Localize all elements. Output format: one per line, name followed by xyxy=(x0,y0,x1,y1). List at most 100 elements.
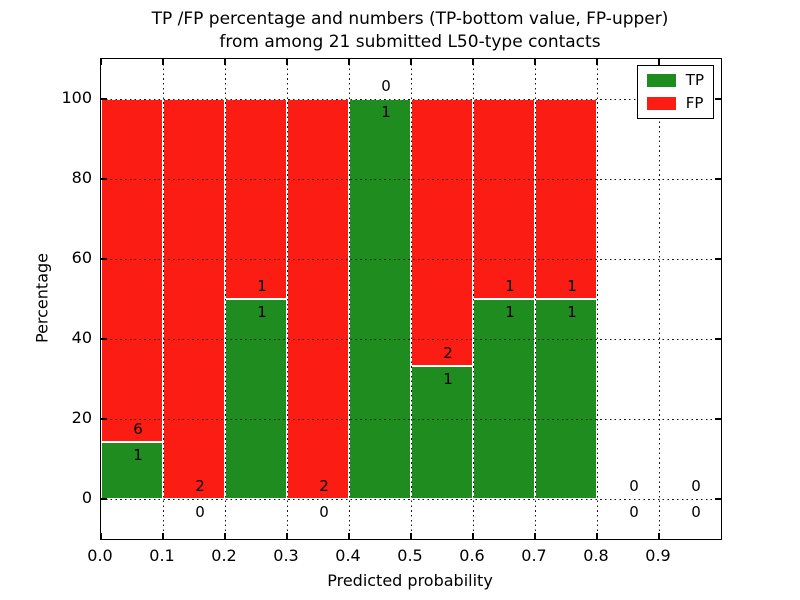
fp-bar-segment xyxy=(163,99,225,499)
x-tick-mark-top xyxy=(286,59,288,65)
x-tick-label: 0.1 xyxy=(149,546,175,565)
x-tick-mark-top xyxy=(534,59,536,65)
fp-bar-segment xyxy=(287,99,349,499)
fp-count-label: 0 xyxy=(381,77,391,95)
x-tick-label: 0.8 xyxy=(583,546,609,565)
x-tick-mark xyxy=(162,533,164,539)
x-tick-mark xyxy=(286,533,288,539)
y-tick-label: 80 xyxy=(71,168,92,187)
fp-count-label: 2 xyxy=(195,477,205,495)
vertical-gridline xyxy=(410,59,412,539)
y-tick-mark xyxy=(101,98,107,100)
fp-bar-segment xyxy=(411,99,473,366)
legend-label-fp: FP xyxy=(685,94,704,112)
legend-entry-fp: FP xyxy=(646,94,704,112)
vertical-gridline xyxy=(534,59,536,539)
x-tick-mark-top xyxy=(596,59,598,65)
vertical-gridline xyxy=(286,59,288,539)
fp-bar-segment xyxy=(535,99,597,299)
legend-entry-tp: TP xyxy=(646,71,704,89)
x-tick-label: 0.4 xyxy=(335,546,361,565)
vertical-gridline xyxy=(472,59,474,539)
tp-count-label: 0 xyxy=(195,503,205,521)
y-tick-label: 100 xyxy=(61,88,92,107)
chart-title-line2: from among 21 submitted L50-type contact… xyxy=(219,32,601,52)
fp-count-label: 0 xyxy=(691,477,701,495)
tp-count-label: 1 xyxy=(567,303,577,321)
tp-color-swatch xyxy=(646,74,676,87)
y-tick-mark xyxy=(101,338,107,340)
x-tick-mark xyxy=(596,533,598,539)
tp-bar-segment xyxy=(473,299,535,499)
vertical-gridline xyxy=(596,59,598,539)
tp-count-label: 0 xyxy=(629,503,639,521)
legend-label-tp: TP xyxy=(685,71,704,89)
fp-color-swatch xyxy=(646,97,676,110)
fp-bar-segment xyxy=(473,99,535,299)
fp-count-label: 1 xyxy=(505,277,515,295)
fp-count-label: 1 xyxy=(567,277,577,295)
y-tick-mark xyxy=(101,498,107,500)
vertical-gridline xyxy=(348,59,350,539)
vertical-gridline xyxy=(224,59,226,539)
x-tick-label: 0.5 xyxy=(397,546,423,565)
x-axis-label: Predicted probability xyxy=(327,571,493,590)
y-tick-mark xyxy=(101,178,107,180)
fp-count-label: 1 xyxy=(257,277,267,295)
tp-count-label: 1 xyxy=(505,303,515,321)
y-tick-mark-right xyxy=(715,338,721,340)
x-tick-mark xyxy=(534,533,536,539)
tp-count-label: 1 xyxy=(381,103,391,121)
y-tick-label: 20 xyxy=(71,408,92,427)
y-tick-mark-right xyxy=(715,498,721,500)
y-tick-mark-right xyxy=(715,418,721,420)
x-tick-mark-top xyxy=(162,59,164,65)
tp-count-label: 1 xyxy=(257,303,267,321)
y-tick-mark xyxy=(101,418,107,420)
fp-count-label: 2 xyxy=(319,477,329,495)
x-tick-mark-top xyxy=(100,59,102,65)
tp-count-label: 0 xyxy=(691,503,701,521)
fp-count-label: 6 xyxy=(133,419,143,438)
y-tick-mark xyxy=(101,258,107,260)
tp-count-label: 1 xyxy=(443,369,453,388)
y-tick-mark-right xyxy=(715,178,721,180)
y-tick-mark-right xyxy=(715,98,721,100)
x-tick-mark xyxy=(224,533,226,539)
tp-count-label: 1 xyxy=(133,445,143,464)
y-tick-label: 60 xyxy=(71,248,92,267)
vertical-gridline xyxy=(658,59,660,539)
x-tick-label: 0.3 xyxy=(273,546,299,565)
fp-count-label: 2 xyxy=(443,343,453,362)
tp-bar-segment xyxy=(225,299,287,499)
x-tick-mark xyxy=(348,533,350,539)
x-tick-mark xyxy=(100,533,102,539)
legend: TP FP xyxy=(636,65,714,119)
x-tick-label: 0.6 xyxy=(459,546,485,565)
x-tick-mark-top xyxy=(224,59,226,65)
x-tick-mark xyxy=(658,533,660,539)
vertical-gridline xyxy=(162,59,164,539)
x-tick-label: 0.9 xyxy=(645,546,671,565)
y-tick-label: 40 xyxy=(71,328,92,347)
chart-title-line1: TP /FP percentage and numbers (TP-bottom… xyxy=(151,9,669,29)
chart-title: TP /FP percentage and numbers (TP-bottom… xyxy=(100,8,720,54)
fp-bar-segment xyxy=(101,99,163,442)
x-tick-mark xyxy=(472,533,474,539)
x-tick-mark-top xyxy=(658,59,660,65)
x-tick-mark-top xyxy=(472,59,474,65)
plot-area: TP FP 6 1 2 0 1 1 2 0 0 1 2 1 1 1 1 1 0 0 0 0 xyxy=(100,58,722,540)
y-tick-mark-right xyxy=(715,258,721,260)
x-tick-mark-top xyxy=(410,59,412,65)
x-tick-mark xyxy=(410,533,412,539)
y-tick-label: 0 xyxy=(81,488,92,507)
fp-count-label: 0 xyxy=(629,477,639,495)
x-tick-label: 0.2 xyxy=(211,546,237,565)
tp-bar-segment xyxy=(101,441,163,499)
fp-bar-segment xyxy=(225,99,287,299)
tp-count-label: 0 xyxy=(319,503,329,521)
x-tick-label: 0.7 xyxy=(521,546,547,565)
x-tick-mark-top xyxy=(348,59,350,65)
tp-bar-segment xyxy=(535,299,597,499)
